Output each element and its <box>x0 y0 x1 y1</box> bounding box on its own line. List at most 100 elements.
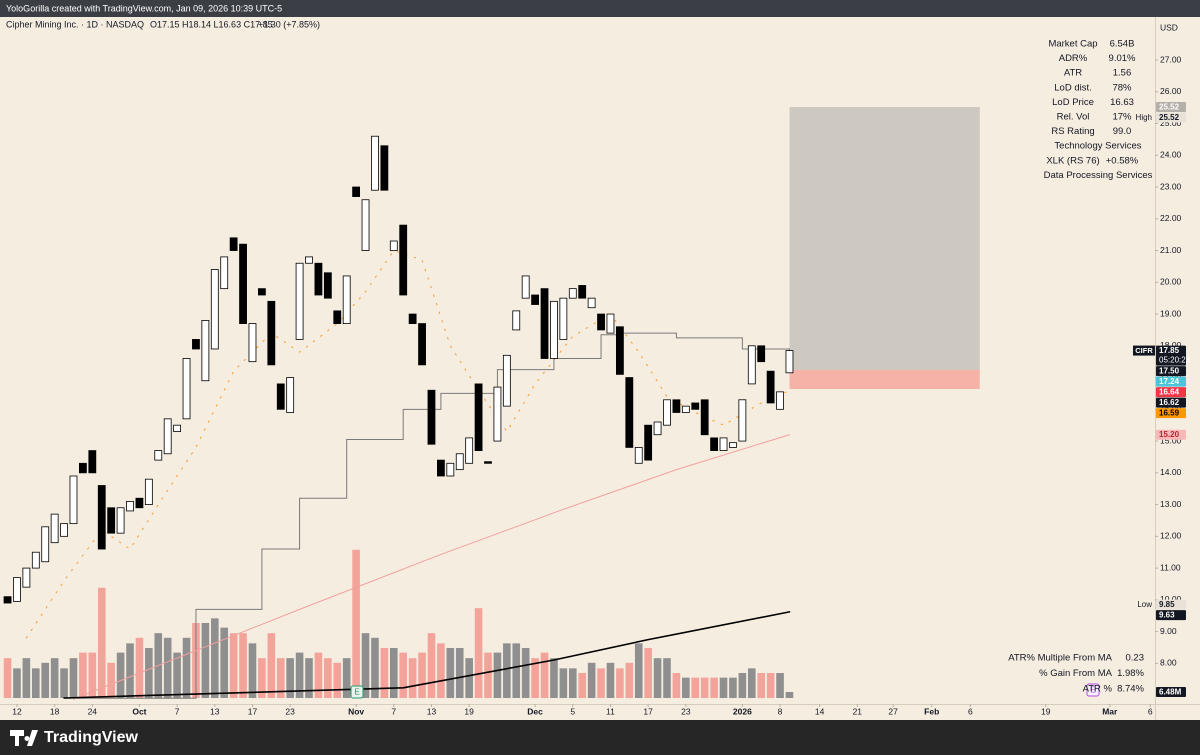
moving-average <box>72 434 790 700</box>
stat-value: 1.56 <box>1113 68 1132 79</box>
symbol-tag <box>1133 345 1155 356</box>
price-tag <box>1156 112 1186 123</box>
candle-body <box>615 326 624 375</box>
candle-body <box>229 237 238 251</box>
stop-zone <box>789 369 980 389</box>
price-tag-label: 15.20 <box>1159 430 1180 439</box>
candle-body <box>144 478 153 505</box>
candle-body <box>644 424 653 461</box>
y-tick-label: 13.00 <box>1160 499 1182 509</box>
candle-body <box>239 243 247 324</box>
x-tick-label: Mar <box>1102 706 1118 716</box>
x-tick-label: 14 <box>815 706 825 716</box>
volume-bar <box>342 658 351 698</box>
candle-body <box>323 272 332 299</box>
stat-value: 78% <box>1112 82 1132 93</box>
candle-body <box>305 256 313 264</box>
volume-bar <box>766 672 775 698</box>
candle-body <box>738 399 747 442</box>
volume-bar <box>427 633 436 698</box>
volume-bar <box>276 658 285 698</box>
volume-bar <box>625 662 634 698</box>
svg-text:E: E <box>354 688 359 697</box>
x-tick-label: Nov <box>348 706 364 716</box>
volume-bar <box>371 637 379 698</box>
candle-body <box>31 551 40 569</box>
candle-body <box>60 523 68 537</box>
symbol-tag-label: CIFR <box>1135 346 1153 355</box>
volume-bar <box>521 647 530 698</box>
candle-body <box>192 339 200 350</box>
candle-body <box>521 275 530 299</box>
volume-bar <box>248 643 257 698</box>
price-tag-label: 16.64 <box>1159 387 1180 396</box>
x-tick-label: 24 <box>88 706 98 716</box>
candle-body <box>512 310 521 331</box>
price-tag <box>1156 429 1186 440</box>
candle-body <box>653 421 662 436</box>
volume-bar <box>60 668 68 698</box>
y-tick-label: 14.00 <box>1160 467 1182 477</box>
volume-bar <box>634 643 643 698</box>
volume-bar <box>239 633 247 698</box>
y-tick-label: 20.00 <box>1160 277 1182 287</box>
y-tick-label: 15.00 <box>1160 435 1182 445</box>
volume-bar <box>747 668 756 698</box>
credit-bar <box>0 0 1200 17</box>
volume-bar <box>163 637 172 698</box>
x-tick-label: 5 <box>570 706 575 716</box>
stat-label: ATR <box>1064 68 1082 79</box>
stat-value: +0.58% <box>1106 155 1139 166</box>
candle-body <box>173 424 182 432</box>
price-tag-label: 25.52 <box>1159 102 1180 111</box>
candle-body <box>135 497 144 509</box>
volume-bar <box>663 658 671 698</box>
volume-bar <box>474 608 483 698</box>
candle-body <box>681 405 690 413</box>
candle-body <box>719 437 728 451</box>
volume-bar <box>31 668 40 698</box>
volume-bar <box>531 658 539 698</box>
candle-body <box>286 377 295 413</box>
stat-value: 17% <box>1112 112 1132 123</box>
x-tick-label: 23 <box>285 706 295 716</box>
candle-body <box>371 135 379 191</box>
candle-body <box>540 288 549 359</box>
stat-value: 99.0 <box>1113 126 1132 137</box>
countdown: 05:20:23 <box>1159 356 1191 365</box>
tag-prefix: High <box>1136 113 1152 122</box>
x-tick-label: 8 <box>778 706 783 716</box>
x-tick-label: 18 <box>50 706 60 716</box>
volume-bar <box>437 643 445 698</box>
candle-body <box>22 567 31 588</box>
volume-bar <box>88 652 97 698</box>
x-tick-label: 11 <box>606 706 615 716</box>
x-tick-label: Feb <box>924 706 939 716</box>
x-tick-label: 27 <box>888 706 898 716</box>
ma-stat-value: 0.23 <box>1126 653 1145 664</box>
candle-body <box>399 224 408 296</box>
price-tag-label: 6.48M <box>1159 687 1182 696</box>
volume-bar <box>286 658 294 698</box>
candle-body <box>757 345 766 363</box>
volume-bar <box>785 691 794 698</box>
x-tick-label: 19 <box>1041 706 1051 716</box>
candle-body <box>50 513 59 544</box>
symbol: Cipher Mining Inc. · 1D · NASDAQ <box>6 19 144 29</box>
volume-bar <box>50 658 59 698</box>
volume-bar <box>455 647 464 698</box>
volume-bar <box>418 652 426 698</box>
y-tick-label: 25.00 <box>1160 118 1182 128</box>
volume-bar <box>606 662 615 698</box>
price-tag-label: 17.85 <box>1159 346 1180 355</box>
candle-body <box>154 450 163 461</box>
price-tag <box>1156 387 1186 398</box>
candle-body <box>455 453 464 471</box>
volume-bar <box>135 637 144 698</box>
x-tick-label: 19 <box>464 706 474 716</box>
y-tick-label: 24.00 <box>1160 150 1182 160</box>
price-tag <box>1156 376 1186 387</box>
candle-body <box>634 447 643 464</box>
x-tick-label: 12 <box>12 706 22 716</box>
candle-body <box>493 386 502 442</box>
